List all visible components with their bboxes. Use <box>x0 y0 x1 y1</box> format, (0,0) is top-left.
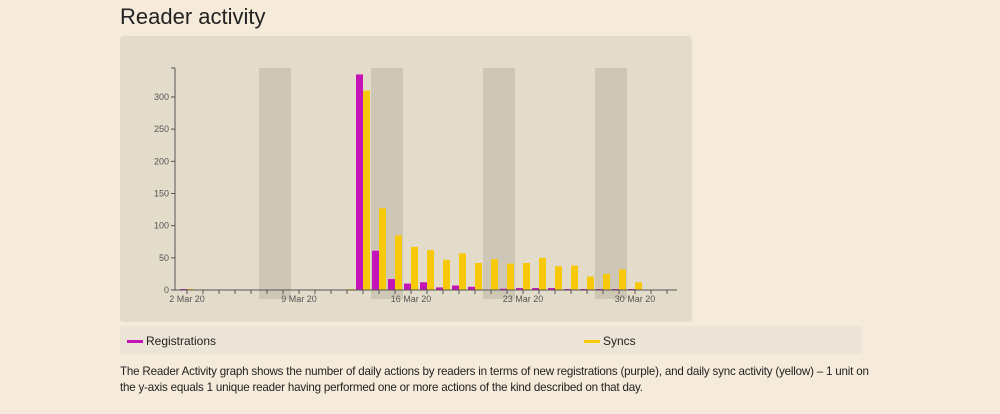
registrations-bar <box>532 288 539 290</box>
syncs-bar <box>459 253 466 290</box>
y-tick-label: 100 <box>154 221 169 231</box>
legend-label: Registrations <box>146 334 217 348</box>
y-tick-label: 50 <box>159 253 169 263</box>
legend-item-registrations[interactable]: Registrations <box>127 334 216 348</box>
x-tick-label: 9 Mar 20 <box>281 294 317 304</box>
syncs-bar <box>539 257 546 290</box>
syncs-bar <box>363 90 370 290</box>
syncs-bar <box>555 266 562 290</box>
registrations-bar <box>420 282 427 290</box>
page-title: Reader activity <box>120 4 266 29</box>
registrations-bar <box>372 250 379 290</box>
registrations-bar <box>436 287 443 290</box>
syncs-bar <box>571 265 578 290</box>
reader-activity-chart: 0 50 100 150 200 250 300 2 Mar 20 9 Mar 20 16 Mar… <box>154 67 677 304</box>
x-tick-label: 16 Mar 20 <box>391 294 432 304</box>
registrations-bar <box>500 288 507 290</box>
syncs-bar <box>635 282 642 290</box>
registrations-bar <box>388 279 395 290</box>
y-tick-label: 200 <box>154 156 169 166</box>
chart-panel: 0 50 100 150 200 250 300 2 Mar 20 9 Mar 20 16 Mar… <box>120 36 692 322</box>
legend-item-syncs[interactable]: Syncs <box>584 334 636 348</box>
registrations-bar <box>356 74 363 290</box>
chart-legend: Registrations Syncs <box>120 326 862 354</box>
syncs-bar <box>603 273 610 290</box>
registrations-bar <box>516 288 523 290</box>
x-tick-label: 23 Mar 20 <box>503 294 544 304</box>
registrations-swatch <box>127 339 143 343</box>
y-tick-label: 150 <box>154 188 169 198</box>
syncs-bar <box>619 269 626 290</box>
legend-label: Syncs <box>603 334 636 348</box>
syncs-bar <box>395 235 402 290</box>
syncs-swatch <box>584 339 600 343</box>
registrations-bar <box>468 286 475 290</box>
syncs-bar <box>379 208 386 290</box>
chart-description: The Reader Activity graph shows the numb… <box>120 365 869 394</box>
x-tick-label: 30 Mar 20 <box>615 294 656 304</box>
weekend-shading <box>483 68 515 299</box>
y-tick-label: 0 <box>164 285 169 295</box>
syncs-bar <box>475 262 482 290</box>
syncs-bar <box>587 276 594 290</box>
weekend-shading <box>595 68 627 299</box>
x-tick-label: 2 Mar 20 <box>169 294 205 304</box>
syncs-bar <box>491 259 498 290</box>
syncs-bar <box>507 263 514 290</box>
syncs-bar <box>443 259 450 290</box>
syncs-bar <box>411 246 418 290</box>
syncs-bar <box>523 262 530 290</box>
registrations-bar <box>404 283 411 290</box>
y-tick-label: 250 <box>154 124 169 134</box>
registrations-bar <box>548 288 555 290</box>
y-tick-label: 300 <box>154 92 169 102</box>
registrations-bar <box>452 285 459 290</box>
syncs-bar <box>427 250 434 290</box>
weekend-shading <box>259 68 291 299</box>
